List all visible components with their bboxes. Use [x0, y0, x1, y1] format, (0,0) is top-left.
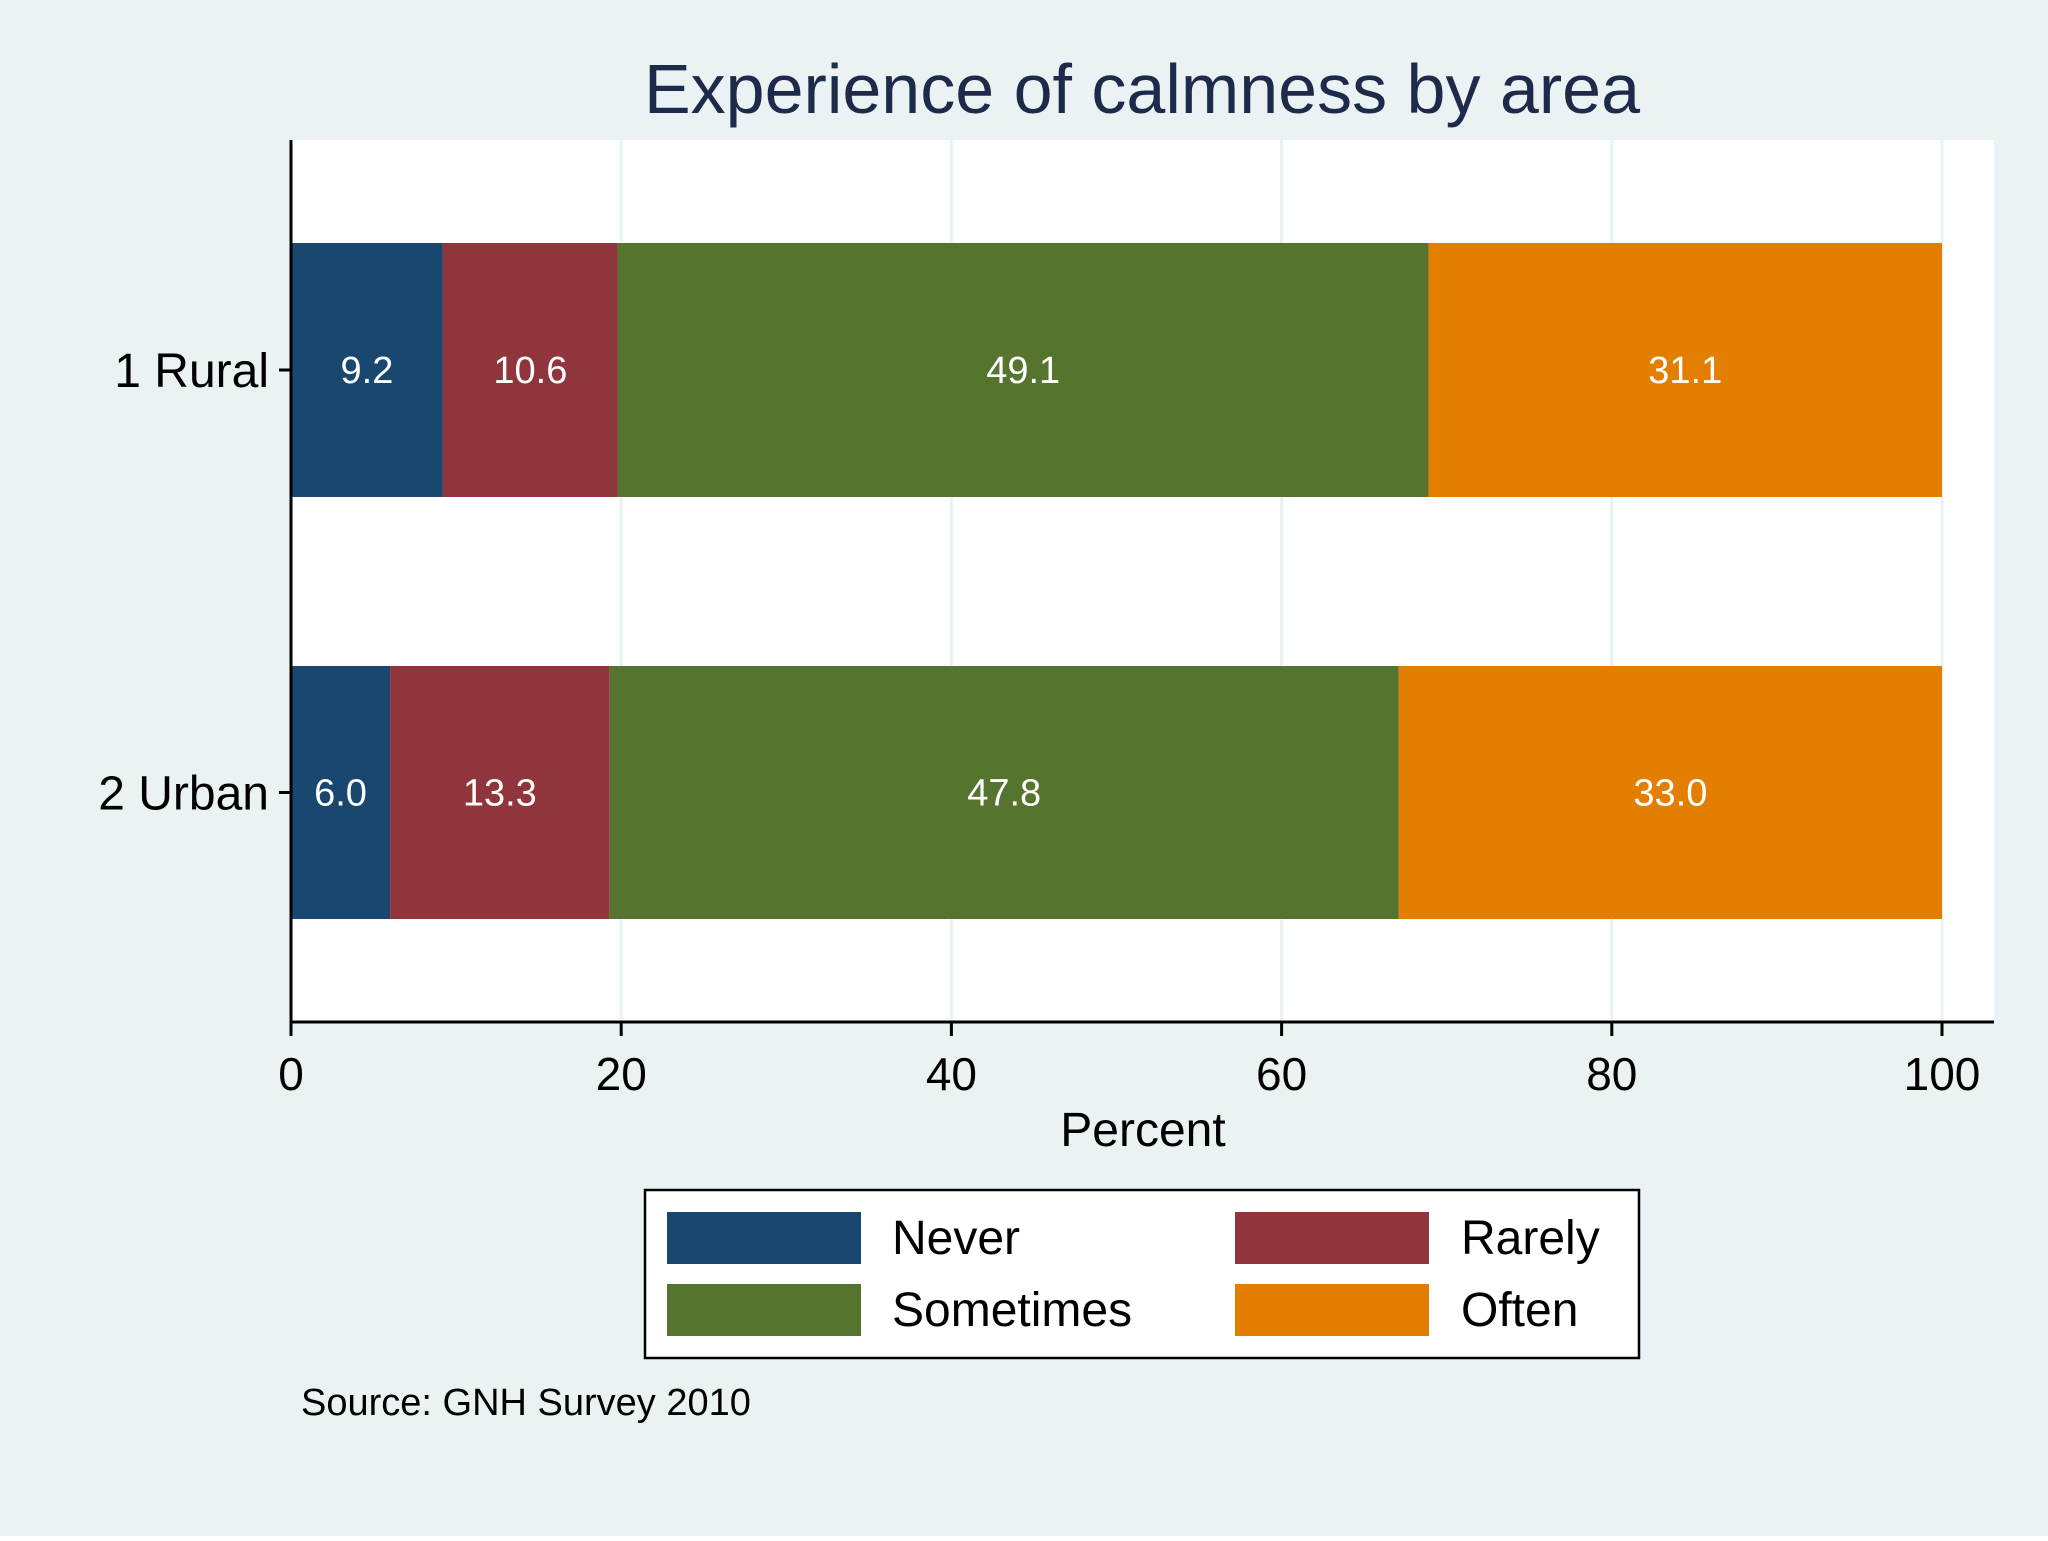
bar-value-label: 31.1 [1648, 350, 1722, 392]
bar-segment [609, 666, 1399, 919]
bar-value-label: 10.6 [493, 350, 567, 392]
bar-value-label: 33.0 [1633, 773, 1707, 815]
y-category-label: 1 Rural [114, 345, 269, 398]
legend-label: Never [892, 1212, 1020, 1265]
legend-label: Often [1461, 1284, 1578, 1337]
y-category-label: 2 Urban [98, 768, 269, 821]
legend-swatch [1235, 1212, 1429, 1264]
bar-segment [1398, 666, 1942, 919]
legend-label: Sometimes [892, 1284, 1132, 1337]
bar-value-label: 9.2 [341, 350, 394, 392]
axes [289, 140, 1994, 1024]
x-axis-title: Percent [1060, 1104, 1225, 1157]
bar-value-labels: 9.2 10.6 49.1 31.1 6.0 13.3 47.8 33.0 [314, 350, 1722, 815]
bar-segment [291, 243, 443, 497]
legend-swatch [667, 1212, 861, 1264]
x-tick-label: 80 [1586, 1048, 1637, 1100]
legend-swatch [1235, 1284, 1429, 1336]
y-axis-category-labels: 1 Rural 2 Urban [98, 345, 291, 821]
x-tick-label: 100 [1904, 1048, 1981, 1100]
x-tick-label: 0 [278, 1048, 304, 1100]
bar-segment [617, 243, 1429, 497]
bar-segment [291, 666, 391, 919]
x-axis-ticks: 0 20 40 60 80 100 [278, 1022, 1980, 1100]
bar-segment [442, 243, 618, 497]
source-note: Source: GNH Survey 2010 [301, 1382, 751, 1424]
chart-title: Experience of calmness by area [644, 50, 1640, 128]
bars [291, 243, 1942, 919]
bar-value-label: 6.0 [314, 773, 367, 815]
bar-segment [1428, 243, 1942, 497]
legend-swatch [667, 1284, 861, 1336]
bar-segment [390, 666, 610, 919]
bar-value-label: 13.3 [463, 773, 537, 815]
bar-value-label: 47.8 [967, 773, 1041, 815]
legend-label: Rarely [1461, 1212, 1600, 1265]
x-tick-label: 40 [926, 1048, 977, 1100]
bar-value-label: 49.1 [986, 350, 1060, 392]
x-tick-label: 20 [596, 1048, 647, 1100]
x-tick-label: 60 [1256, 1048, 1307, 1100]
legend: Never Rarely Sometimes Often [643, 1188, 1641, 1360]
